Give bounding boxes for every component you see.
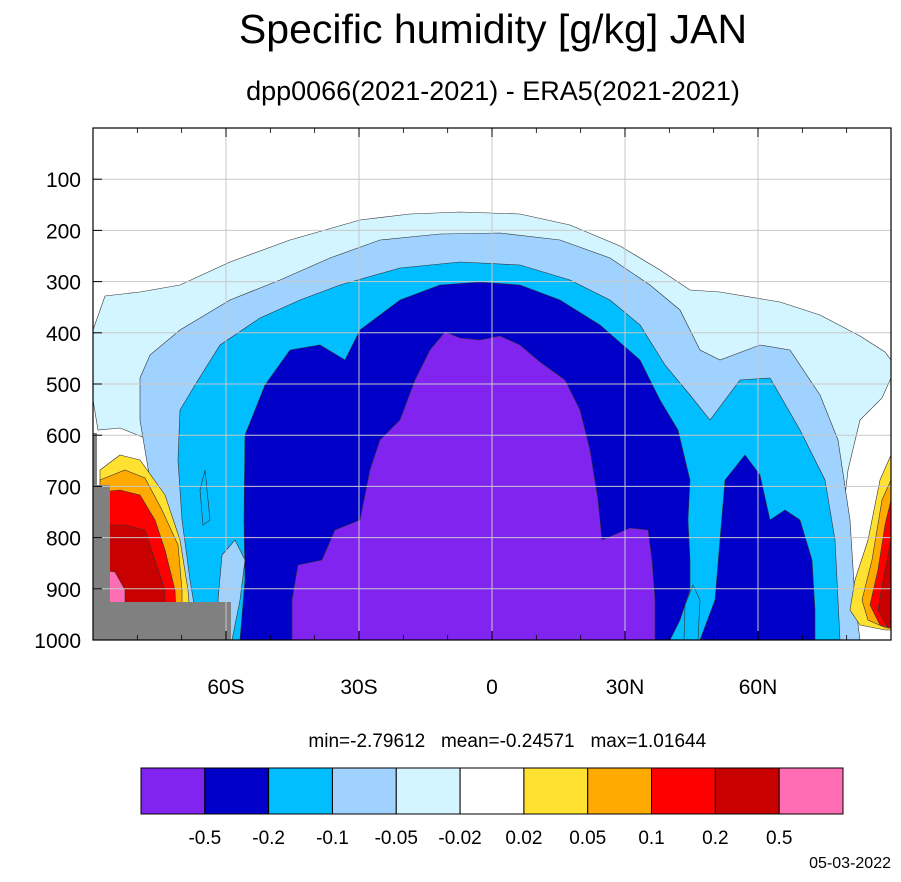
- colorbar-label: 0.05: [569, 828, 606, 849]
- y-tick-label: 900: [46, 579, 81, 602]
- y-tick-label: 400: [46, 323, 81, 346]
- colorbar-swatch: [651, 767, 716, 815]
- y-tick-label: 500: [46, 374, 81, 397]
- colorbar-swatch: [140, 767, 206, 815]
- stat-min: min=-2.79612: [308, 731, 426, 752]
- x-tick-label: 30S: [340, 676, 377, 699]
- colorbar: -0.5 -0.2 -0.1 -0.05 -0.02 0.02 0.05 0.1 0.2 0.5: [140, 767, 844, 849]
- y-axis: 100 200 300 400 500 600 700 800 900 1000: [34, 169, 102, 653]
- colorbar-swatch: [204, 767, 270, 815]
- contour-pocket-south: [199, 469, 211, 526]
- colorbar-label: -0.02: [438, 828, 481, 849]
- colorbar-swatch: [714, 767, 780, 815]
- colorbar-swatch: [395, 767, 461, 815]
- y-tick-label: 200: [46, 220, 81, 243]
- date-stamp: 05-03-2022: [809, 855, 891, 872]
- colorbar-label: -0.1: [316, 828, 349, 849]
- y-tick-label: 100: [46, 169, 81, 192]
- colorbar-swatch: [331, 767, 397, 815]
- y-tick-label: 800: [46, 528, 81, 551]
- x-tick-label: 60S: [207, 676, 244, 699]
- x-tick-label: 0: [486, 676, 498, 699]
- colorbar-label: 0.2: [702, 828, 728, 849]
- x-tick-label: 30N: [606, 676, 645, 699]
- colorbar-label: -0.5: [188, 828, 221, 849]
- chart-subtitle: dpp0066(2021-2021) - ERA5(2021-2021): [246, 76, 740, 106]
- colorbar-label: 0.5: [766, 828, 792, 849]
- topography-mask: [93, 433, 231, 640]
- stat-mean: mean=-0.24571: [440, 731, 575, 752]
- contour-level-0.2-north: [877, 539, 891, 629]
- colorbar-swatch: [778, 767, 844, 815]
- colorbar-swatch: [268, 767, 333, 815]
- colorbar-swatch: [523, 767, 589, 815]
- x-axis: 60S 30S 0 30N 60N: [136, 128, 848, 699]
- chart-title: Specific humidity [g/kg] JAN: [238, 6, 748, 52]
- colorbar-label: -0.05: [375, 828, 418, 849]
- y-tick-label: 300: [46, 272, 81, 295]
- y-tick-label: 700: [46, 476, 81, 499]
- colorbar-swatch: [587, 767, 653, 815]
- colorbar-label: 0.1: [638, 828, 664, 849]
- stat-max: max=1.01644: [590, 731, 707, 752]
- gridlines: [93, 128, 891, 640]
- plot-area: [93, 128, 891, 640]
- x-tick-label: 60N: [739, 676, 778, 699]
- colorbar-label: 0.02: [505, 828, 542, 849]
- statistics: min=-2.79612 mean=-0.24571 max=1.01644: [0, 709, 901, 753]
- colorbar-swatch: [459, 767, 525, 815]
- y-tick-label: 1000: [34, 630, 81, 653]
- y-tick-label: 600: [46, 425, 81, 448]
- colorbar-label: -0.2: [252, 828, 285, 849]
